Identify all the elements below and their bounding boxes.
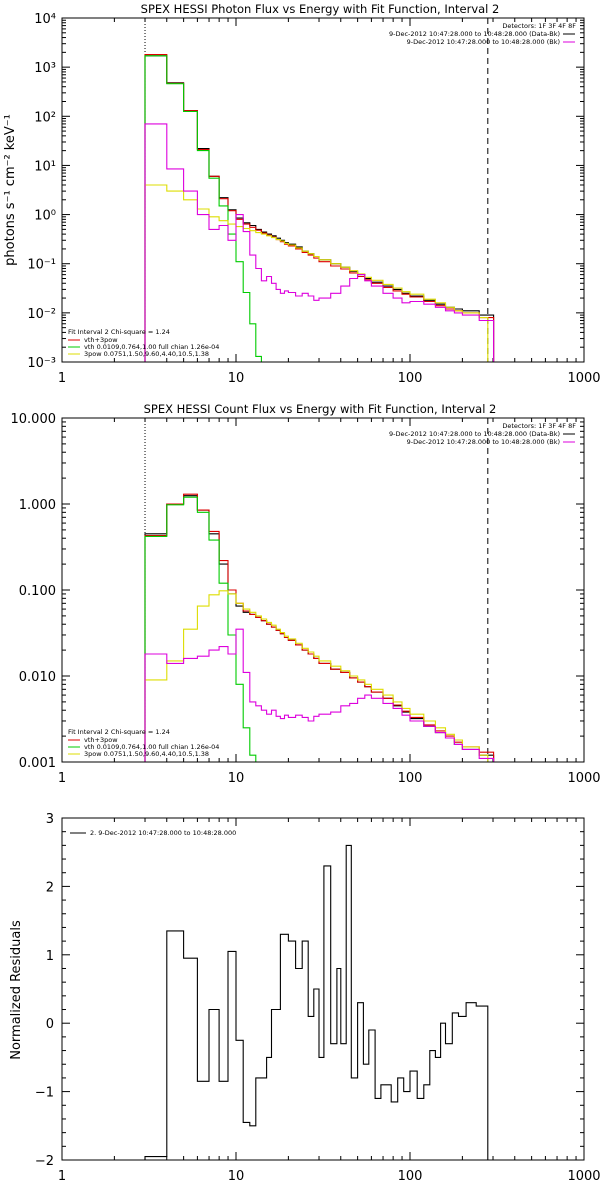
x-tick-label: 1000 [567, 371, 600, 386]
y-tick-label: 1 [46, 949, 54, 964]
series-line-vth [144, 496, 263, 762]
residuals-plot: 1 10 100 1000 −2 −1 0 1 2 3 [35, 812, 600, 1184]
series-line-series-4 [144, 628, 495, 762]
plot-frame [61, 417, 585, 763]
y-tick-label: −1 [35, 1086, 54, 1101]
x-tick-label: 1000 [567, 771, 600, 786]
y-tick-label: 1.000 [19, 498, 56, 513]
plot-frame [61, 817, 585, 1161]
x-tick-label: 10 [228, 1169, 245, 1184]
y-tick-label: 10.000 [11, 412, 57, 427]
x-tick-label: 1 [58, 1169, 66, 1184]
count-flux-title: SPEX HESSI Count Flux vs Energy with Fit… [144, 402, 497, 416]
x-tick-label: 1 [58, 771, 66, 786]
count-flux-legend-bk: 9-Dec-2012 10:47:28.000 to 10:48:28.000 … [407, 438, 560, 446]
residuals-panel: Normalized Residuals 1 10 100 1000−2−10123 … [9, 812, 600, 1184]
y-tick-label: 10⁰ [34, 209, 56, 224]
photon-flux-legend-bk: 9-Dec-2012 10:47:28.000 to 10:48:28.000 … [407, 38, 560, 46]
photon-flux-fit-legend: Fit Interval 2 Chi-square = 1.24 vth+3po… [68, 328, 219, 358]
x-tick-label: 1 [58, 371, 66, 386]
residuals-ylabel: Normalized Residuals [9, 920, 24, 1060]
photon-flux-fit-line-vth: vth 0.0109,0.764,1.00 full chian 1.26e-0… [84, 343, 219, 351]
y-tick-label: 10² [34, 110, 56, 125]
y-tick-label: 10³ [34, 61, 56, 76]
photon-flux-fit-line-3pow: 3pow 0.0751,1.50,9.60,4.40,10.5,1.38 [84, 350, 209, 358]
photon-flux-ylabel: photons s⁻¹ cm⁻² keV⁻¹ [3, 114, 18, 266]
y-tick-label: −2 [35, 1154, 54, 1169]
photon-flux-plot: 1 10 100 1000 10⁻³ 10⁻² 10⁻¹ 10⁰ 10¹ 10² 10³ 10⁴ [27, 12, 600, 386]
series-line-3pow [144, 590, 495, 762]
count-flux-panel: SPEX HESSI Count Flux vs Energy with Fit… [11, 402, 600, 786]
photon-flux-detectors-label: Detectors: 1F 3F 4F 8F [502, 22, 576, 30]
photon-flux-top-legend: Detectors: 1F 3F 4F 8F 9-Dec-2012 10:47:… [389, 22, 576, 46]
x-tick-label: 100 [398, 1169, 423, 1184]
count-flux-fit-legend: Fit Interval 2 Chi-square = 1.24 vth+3po… [68, 728, 219, 758]
x-tick-label: 10 [228, 371, 245, 386]
count-flux-fit-line-vth3pow: vth+3pow [84, 736, 118, 744]
y-tick-label: 0 [46, 1017, 54, 1032]
count-flux-legend-data-bk: 9-Dec-2012 10:47:28.000 to 10:48:28.000 … [389, 430, 560, 438]
y-tick-label: 10⁻² [27, 307, 56, 322]
count-flux-top-legend: Detectors: 1F 3F 4F 8F 9-Dec-2012 10:47:… [389, 422, 576, 446]
photon-flux-fit-header: Fit Interval 2 Chi-square = 1.24 [68, 328, 170, 336]
x-tick-label: 10 [228, 771, 245, 786]
plot-frame [61, 17, 585, 363]
y-tick-label: 10⁻¹ [27, 258, 56, 273]
y-tick-label: 10⁴ [34, 12, 56, 27]
count-flux-plot: 1 10 100 1000 0.001 0.010 0.100 1.000 10.000 [11, 412, 600, 786]
y-tick-label: 2 [46, 880, 54, 895]
series-line-3pow [144, 184, 495, 362]
photon-flux-panel: SPEX HESSI Photon Flux vs Energy with Fi… [3, 2, 600, 386]
series-line-series-0 [144, 844, 494, 1160]
photon-flux-title: SPEX HESSI Photon Flux vs Energy with Fi… [141, 2, 500, 16]
x-tick-label: 100 [398, 371, 423, 386]
y-tick-label: 3 [46, 812, 54, 827]
y-tick-label: 0.100 [19, 584, 56, 599]
count-flux-fit-header: Fit Interval 2 Chi-square = 1.24 [68, 728, 170, 736]
y-tick-label: 10⁻³ [27, 356, 56, 371]
x-tick-label: 1000 [567, 1169, 600, 1184]
y-tick-label: 0.010 [19, 670, 56, 685]
y-tick-label: 0.001 [19, 756, 56, 771]
residuals-legend-text: 2. 9-Dec-2012 10:47:28.000 to 10:48:28.0… [90, 829, 236, 837]
x-tick-label: 100 [398, 771, 423, 786]
photon-flux-legend-data-bk: 9-Dec-2012 10:47:28.000 to 10:48:28.000 … [389, 30, 560, 38]
series-line-series-4 [144, 123, 495, 362]
count-flux-detectors-label: Detectors: 1F 3F 4F 8F [502, 422, 576, 430]
residuals-legend: 2. 9-Dec-2012 10:47:28.000 to 10:48:28.0… [70, 829, 236, 837]
count-flux-fit-line-3pow: 3pow 0.0751,1.50,9.60,4.40,10.5,1.38 [84, 750, 209, 758]
y-tick-label: 10¹ [34, 159, 56, 174]
count-flux-fit-line-vth: vth 0.0109,0.764,1.00 full chian 1.26e-0… [84, 743, 219, 751]
series-line-vth [144, 55, 268, 362]
photon-flux-fit-line-vth3pow: vth+3pow [84, 336, 118, 344]
